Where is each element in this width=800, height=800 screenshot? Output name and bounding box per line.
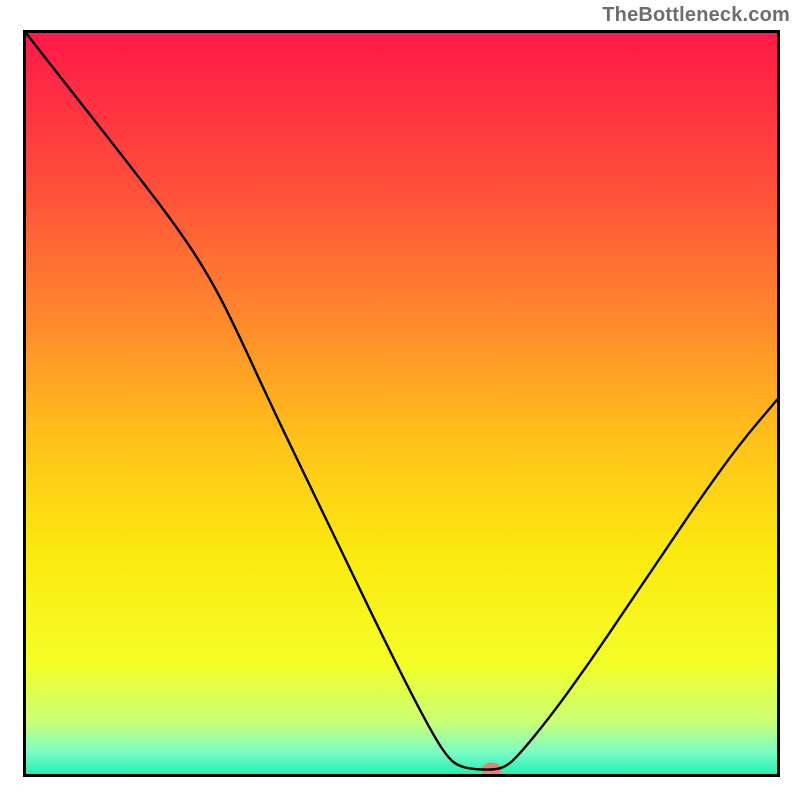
watermark-text: TheBottleneck.com <box>602 4 790 27</box>
plot-area <box>23 30 780 777</box>
gradient-background <box>26 33 777 774</box>
plot-svg <box>23 30 780 777</box>
chart-container: TheBottleneck.com <box>0 0 800 800</box>
